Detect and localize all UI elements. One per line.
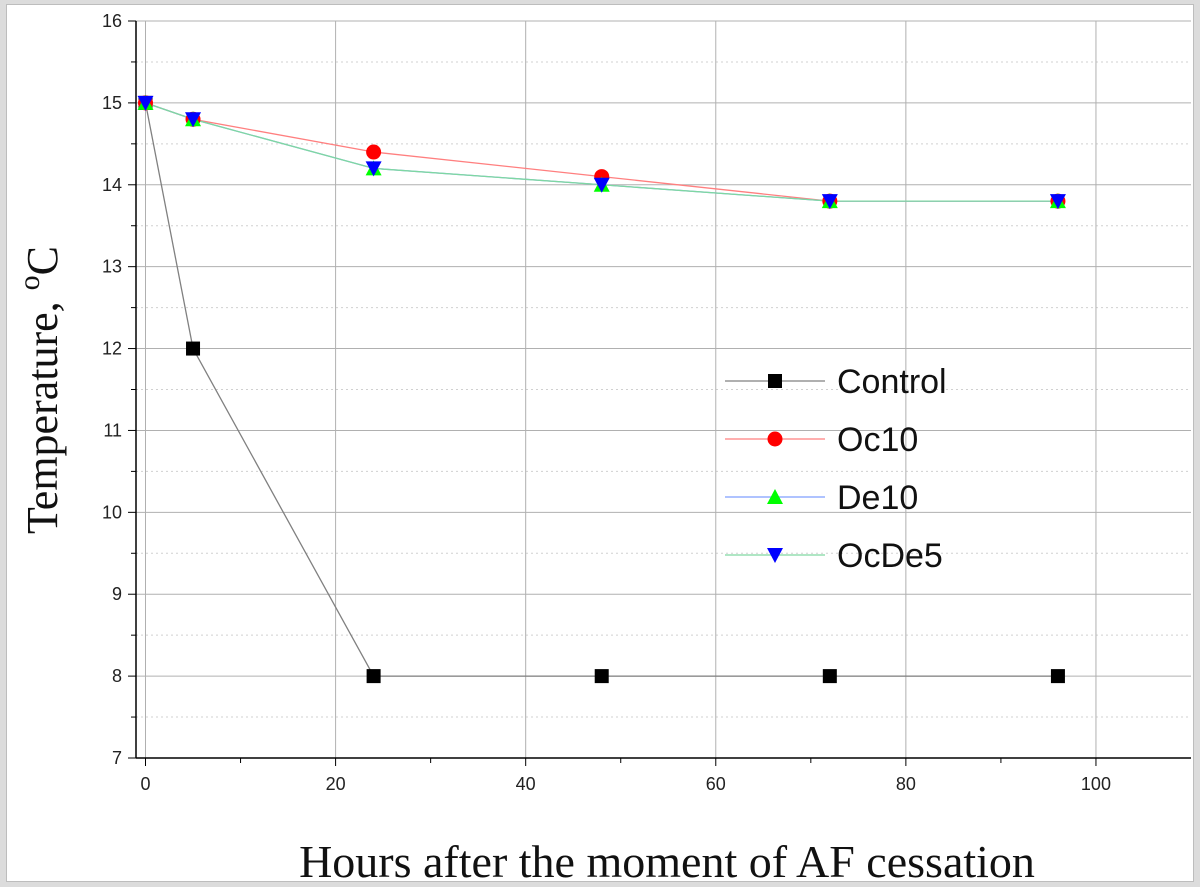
y-tick-label: 15 — [102, 93, 122, 113]
data-point-ocde5 — [365, 161, 382, 177]
y-tick-label: 7 — [112, 748, 122, 768]
legend-swatch-marker — [767, 548, 783, 563]
line-chart: 0 20 40 60 80 100 7 8 9 10 11 12 13 14 15 16 Control Oc1… — [13, 11, 1191, 883]
data-point-control — [366, 669, 381, 684]
y-tick-label: 12 — [102, 339, 122, 359]
legend-swatch-marker — [767, 431, 783, 447]
x-tick-label: 0 — [140, 774, 150, 794]
series-line-ocde5 — [145, 102, 1058, 202]
x-axis-title: Hours after the moment of AF cessation — [299, 836, 1035, 883]
data-point-ocde5 — [821, 194, 838, 210]
y-axis-title-degree: o — [13, 275, 46, 290]
y-tick-label: 10 — [102, 502, 122, 522]
series — [137, 94, 1066, 684]
y-axis-title: Temperature, oC — [13, 246, 67, 534]
data-point-control — [822, 669, 837, 684]
y-tick-label: 13 — [102, 257, 122, 277]
data-point-control — [186, 341, 201, 356]
x-tick-label: 40 — [516, 774, 536, 794]
y-axis-title-unit: C — [18, 246, 67, 275]
y-tick-label: 8 — [112, 666, 122, 686]
data-point-oc10 — [366, 144, 382, 160]
x-tick-label: 20 — [326, 774, 346, 794]
legend: Control Oc10 De10 OcDe5 — [725, 363, 947, 575]
data-point-ocde5 — [137, 95, 154, 111]
data-point-ocde5 — [593, 177, 610, 193]
y-tick-label: 11 — [103, 420, 122, 440]
y-tick-label: 14 — [102, 175, 122, 195]
legend-label: Control — [837, 363, 947, 401]
chart-frame: 0 20 40 60 80 100 7 8 9 10 11 12 13 14 15 16 Control Oc1… — [6, 4, 1194, 883]
legend-label: De10 — [837, 479, 918, 517]
y-tick-label: 9 — [112, 584, 122, 604]
x-tick-label: 100 — [1081, 774, 1111, 794]
legend-label: OcDe5 — [837, 537, 943, 575]
y-axis-title-main: Temperature, — [18, 290, 67, 534]
legend-label: Oc10 — [837, 421, 918, 459]
series-line-control — [144, 102, 1058, 677]
y-tick-label: 16 — [102, 11, 122, 31]
legend-swatch-marker — [767, 489, 783, 504]
legend-swatch-marker — [768, 374, 782, 388]
x-tick-label: 60 — [706, 774, 726, 794]
data-point-control — [594, 669, 609, 684]
x-tick-label: 80 — [896, 774, 916, 794]
data-point-ocde5 — [185, 112, 202, 128]
data-point-control — [1050, 669, 1065, 684]
data-point-ocde5 — [1049, 194, 1066, 210]
axes: 0 20 40 60 80 100 7 8 9 10 11 12 13 14 15 16 — [102, 11, 1191, 794]
grid — [136, 20, 1191, 759]
